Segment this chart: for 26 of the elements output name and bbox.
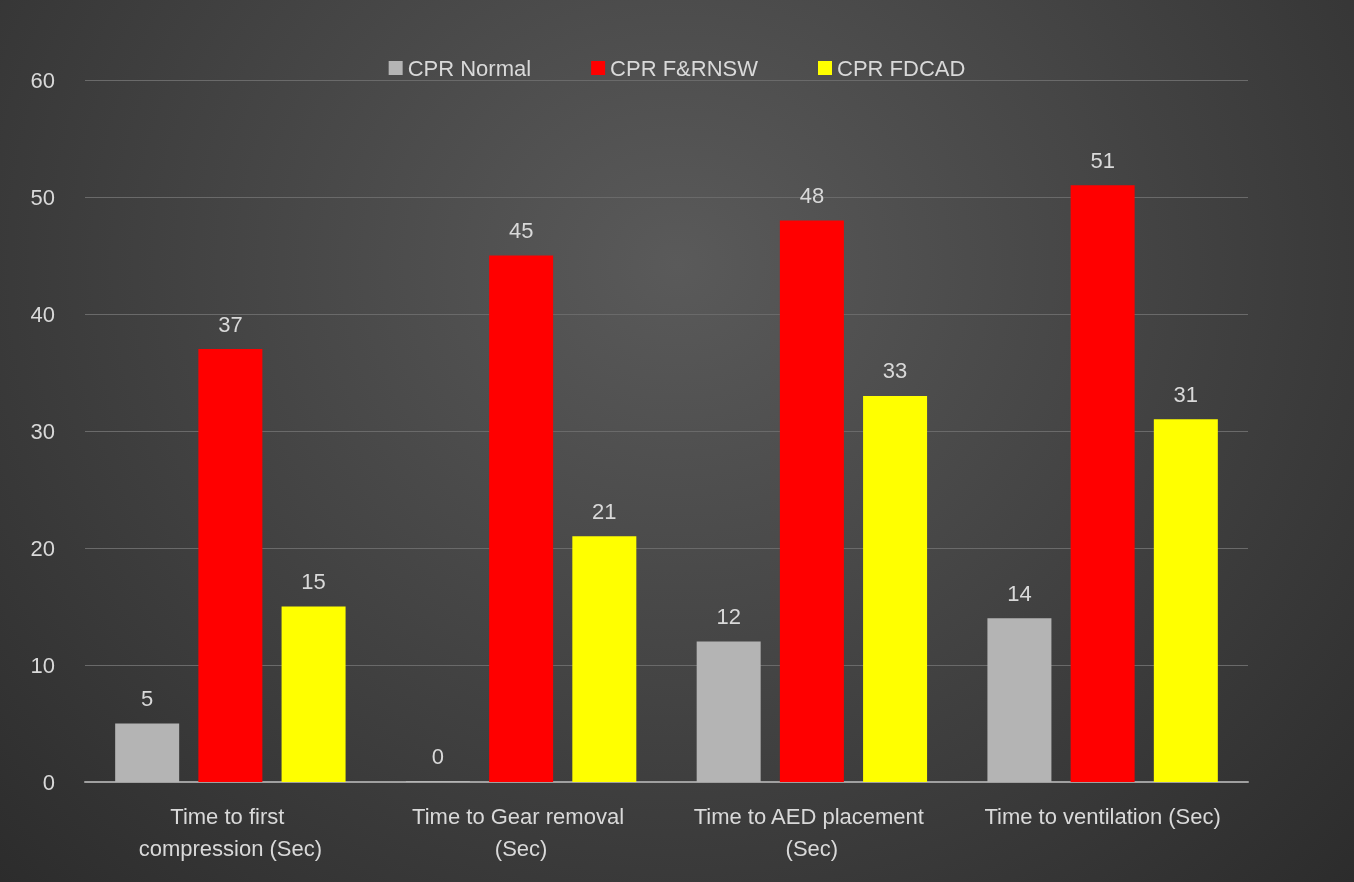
y-tick-label: 10 (30, 652, 55, 678)
x-tick-label: Time to AED placement (Sec) (693, 803, 931, 861)
data-label: 5 (141, 686, 154, 711)
data-label: 33 (882, 358, 908, 384)
x-tick-label: Time to ventilation (Sec) (984, 803, 1221, 829)
data-label: 51 (1090, 147, 1115, 173)
data-label: 45 (508, 218, 534, 243)
legend-label: CPR F&RNSW (610, 55, 759, 81)
data-label: 15 (301, 569, 326, 594)
data-label: 31 (1173, 381, 1199, 407)
legend-label: CPR FDCAD (837, 55, 966, 81)
x-tick-label: Time to Gear removal (Sec) (412, 803, 631, 861)
data-label: 48 (799, 182, 825, 208)
y-tick-label: 40 (30, 301, 55, 327)
y-tick-label: 20 (30, 535, 55, 561)
y-tick-label: 30 (30, 418, 55, 444)
y-tick-label: 0 (42, 769, 55, 795)
data-label: 37 (218, 311, 243, 337)
legend-label: CPR Normal (407, 55, 532, 81)
y-tick-label: 50 (30, 184, 55, 210)
y-tick-label: 60 (30, 67, 55, 93)
data-label: 21 (592, 498, 617, 524)
x-tick-label: Time to first compression (Sec) (138, 803, 323, 861)
data-label: 14 (1007, 580, 1032, 606)
data-label: 0 (431, 743, 445, 769)
data-label: 12 (716, 604, 741, 630)
